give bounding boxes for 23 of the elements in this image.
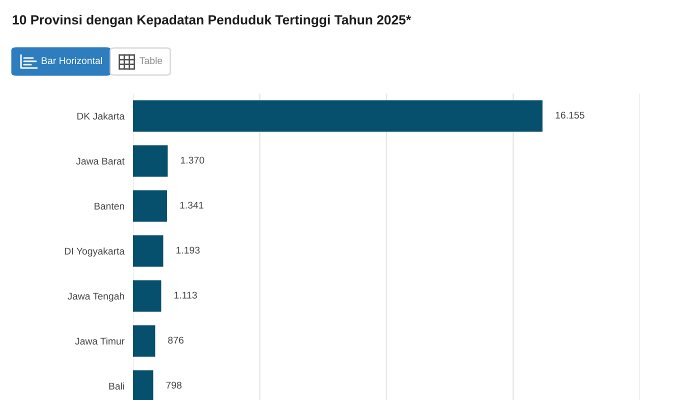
bar: [133, 235, 164, 267]
data-label: 876: [168, 336, 184, 344]
y-tick-label: DK Jakarta: [77, 112, 125, 120]
data-label: 16.155: [556, 112, 584, 119]
data-label: 1.341: [180, 202, 204, 209]
y-tick-label: Jawa Timur: [75, 337, 125, 345]
bar: [133, 190, 167, 222]
y-tick-label: Bali: [109, 382, 124, 390]
data-label: 1.370: [180, 156, 204, 164]
bar: [133, 325, 156, 357]
text: Table: [140, 56, 162, 64]
y-tick-label: Jawa Tengah: [68, 292, 124, 302]
data-label: 1.113: [174, 292, 197, 299]
y-tick-label: Jawa Barat: [76, 158, 125, 165]
bar: [133, 280, 162, 312]
bar: [133, 100, 543, 132]
y-tick-label: Banten: [94, 202, 124, 210]
chart-title: 10 Provinsi dengan Kepadatan Penduduk Tertinggi Tahun 2025*: [12, 14, 412, 28]
bar: [133, 145, 168, 177]
text: Bar Horizontal: [42, 56, 102, 64]
data-label: 798: [166, 382, 182, 389]
data-label: 1.193: [176, 246, 200, 254]
y-tick-label: DI Yogyakarta: [64, 247, 125, 257]
